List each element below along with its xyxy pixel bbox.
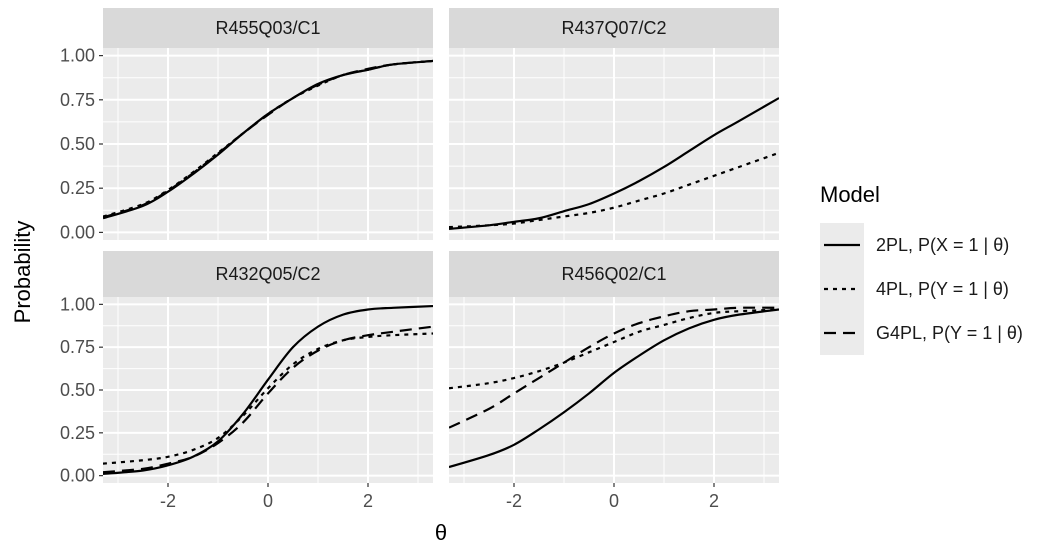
series-line-dotted: [449, 151, 779, 229]
series-line-dashed: [449, 306, 779, 429]
y-tick-label: 0.00: [60, 222, 95, 242]
series-line-dashed: [103, 59, 433, 219]
y-axis-title: Probability: [10, 221, 35, 324]
y-tick-label: 0.75: [60, 337, 95, 357]
series-line-solid: [449, 308, 779, 469]
y-tick-label: 0.25: [60, 178, 95, 198]
panel-strip-title: R432Q05/C2: [215, 264, 320, 284]
x-tick-label: -2: [160, 491, 176, 511]
panel-strip: [103, 8, 433, 48]
y-tick-label: 0.50: [60, 380, 95, 400]
x-tick-label: 2: [709, 491, 719, 511]
panel-strip-title: R456Q02/C1: [561, 264, 666, 284]
panel-r455q03-c1: R455Q03/C1 0.00 0.25 0.50 0.75 1.00: [60, 8, 433, 242]
series-line-solid: [449, 97, 779, 230]
x-tick-label: 0: [263, 491, 273, 511]
y-tick-label: 0.25: [60, 423, 95, 443]
panel-r437q07-c2: R437Q07/C2: [449, 8, 779, 240]
y-tick-label: 0.00: [60, 466, 95, 486]
legend-label: 2PL, P(X = 1 | θ): [876, 235, 1009, 255]
x-tick-label: 2: [363, 491, 373, 511]
y-tick-label: 0.75: [60, 90, 95, 110]
legend: Model 2PL, P(X = 1 | θ) 4PL, P(Y = 1 | θ)…: [820, 182, 1023, 355]
panel-r432q05-c2: R432Q05/C2 0.00 0.25 0.50 0.75 1.00 -2 0 2: [60, 251, 433, 511]
panel-r456q02-c1: R456Q02/C1 -2 0 2: [449, 251, 779, 511]
panel-strip-title: R437Q07/C2: [561, 18, 666, 38]
legend-title: Model: [820, 182, 880, 207]
y-tick-label: 0.50: [60, 134, 95, 154]
series-line-solid: [103, 304, 433, 476]
series-line-dashed: [103, 325, 433, 474]
panel-strip: [449, 8, 779, 48]
y-tick-label: 1.00: [60, 46, 95, 66]
y-tick-label: 1.00: [60, 294, 95, 314]
panel-strip: [449, 251, 779, 297]
series-line-dotted: [103, 332, 433, 465]
legend-label: 4PL, P(Y = 1 | θ): [876, 279, 1009, 299]
panel-strip: [103, 251, 433, 297]
x-tick-label: -2: [506, 491, 522, 511]
panel-strip-title: R455Q03/C1: [215, 18, 320, 38]
legend-label: G4PL, P(Y = 1 | θ): [876, 323, 1023, 343]
x-axis-title: θ: [435, 520, 447, 545]
series-line-dotted: [449, 308, 779, 390]
panels-group: R455Q03/C1 0.00 0.25 0.50 0.75 1.00 R437Q07/C2…: [60, 8, 779, 511]
x-tick-label: 0: [609, 491, 619, 511]
